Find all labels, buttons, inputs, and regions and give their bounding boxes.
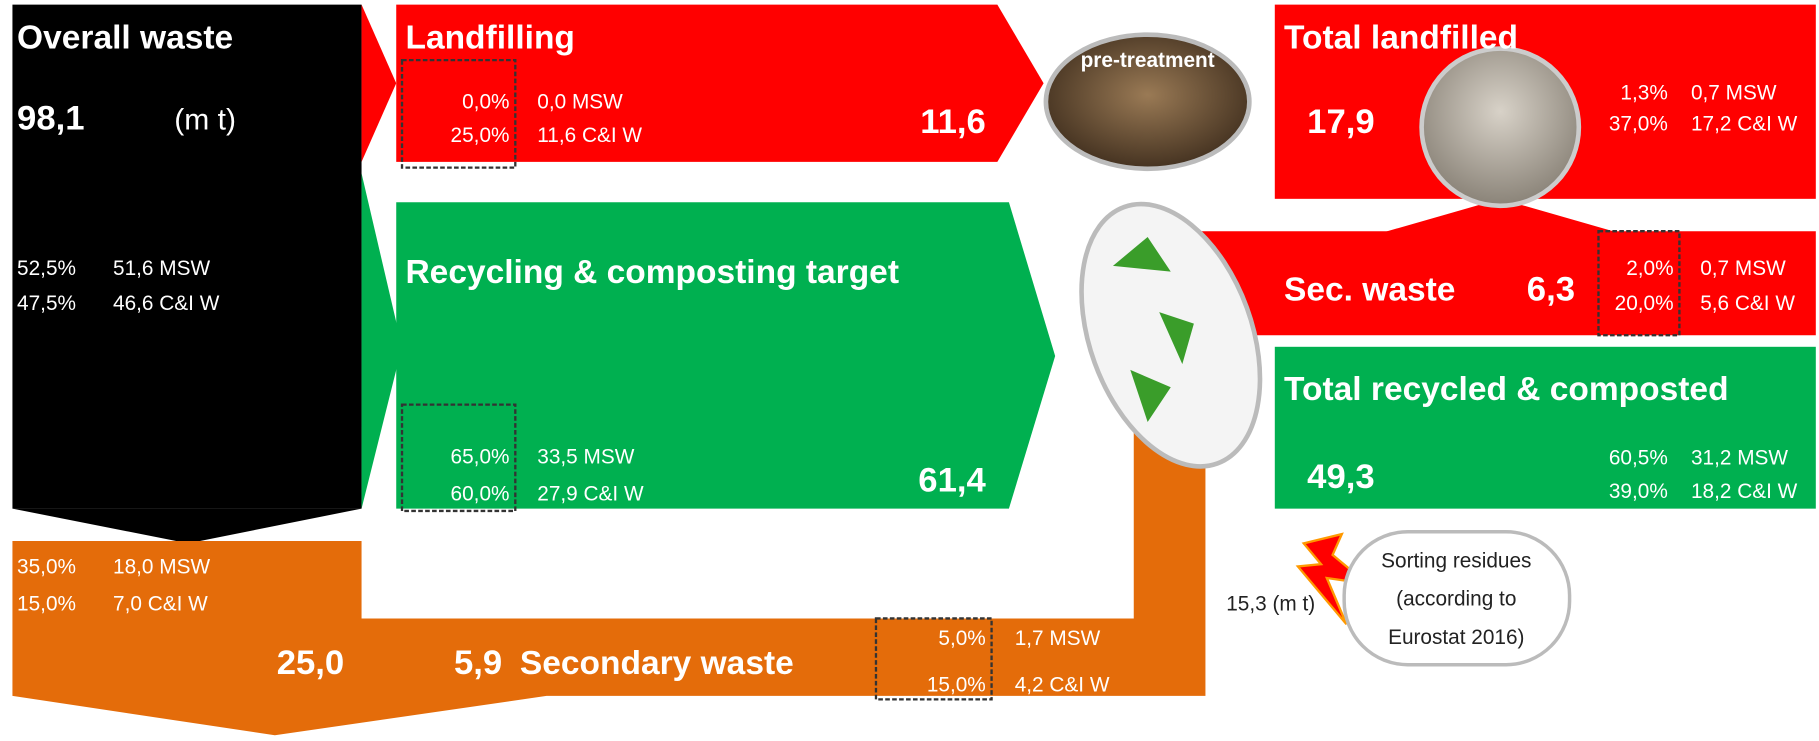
- pct: 37,0%: [1609, 113, 1668, 136]
- sorting-box: [1342, 530, 1572, 667]
- amount: 7,0 C&I W: [113, 592, 208, 615]
- pct: 35,0%: [17, 555, 76, 578]
- dashed-box: [874, 617, 993, 701]
- recycle-arrows: [1112, 236, 1194, 422]
- pct: 25,0%: [451, 124, 510, 147]
- pct: 2,0%: [1626, 257, 1673, 280]
- pretreatment-label: pre-treatment: [1081, 49, 1215, 72]
- pct: 52,5%: [17, 257, 76, 280]
- orange-flow: [12, 404, 1206, 736]
- amount: 1,7 MSW: [1015, 627, 1101, 650]
- total: 17,9: [1307, 103, 1374, 141]
- dashed-box: [1597, 230, 1681, 337]
- sec-waste-band: [1164, 231, 1816, 336]
- lightning: [1295, 532, 1372, 625]
- total: 61,4: [918, 461, 986, 499]
- amount: 0,7 MSW: [1700, 257, 1786, 280]
- arrow: [1367, 198, 1634, 237]
- amount: 46,6 C&I W: [113, 292, 220, 315]
- pct: 5,0%: [938, 627, 985, 650]
- amount: 5,6 C&I W: [1700, 292, 1795, 315]
- amount: 0,7 MSW: [1691, 81, 1777, 104]
- shapes: [12, 4, 1816, 736]
- amount: 0,0 MSW: [537, 91, 623, 114]
- recycling-arrow: [396, 202, 1056, 509]
- total: 5,9: [454, 644, 502, 682]
- amount: 18,0 MSW: [113, 555, 210, 578]
- title: Total landfilled: [1284, 20, 1518, 57]
- landfill-photo: [1419, 46, 1582, 209]
- pct: 20,0%: [1615, 292, 1674, 315]
- title: Total recycled & composted: [1284, 371, 1729, 408]
- pct: 0,0%: [462, 91, 509, 114]
- title: Overall waste: [17, 20, 233, 57]
- pct: 39,0%: [1609, 480, 1668, 503]
- pretreatment-icon: [1043, 32, 1252, 172]
- total: 49,3: [1307, 458, 1374, 496]
- pct: 15,0%: [927, 673, 986, 696]
- pct: 15,0%: [17, 592, 76, 615]
- arrow: [12, 508, 362, 544]
- total: 25,0: [277, 644, 344, 682]
- sorting-line: (according to: [1396, 588, 1516, 611]
- labels: Overall waste 98,1 (m t) 52,5% 51,6 MSW …: [17, 20, 1798, 697]
- pct: 65,0%: [451, 446, 510, 469]
- dashed-box: [400, 58, 517, 169]
- title: Secondary waste: [520, 645, 794, 682]
- sorting-line: Sorting residues: [1381, 550, 1531, 573]
- title: Sec. waste: [1284, 272, 1455, 309]
- total: 11,6: [920, 103, 986, 141]
- sorting-amount: 15,3 (m t): [1226, 592, 1315, 615]
- amount: 33,5 MSW: [537, 446, 634, 469]
- amount: 31,2 MSW: [1691, 447, 1788, 470]
- total: 6,3: [1527, 271, 1575, 309]
- amount: 51,6 MSW: [113, 257, 210, 280]
- sorting-line: Eurostat 2016): [1388, 626, 1524, 649]
- title: Landfilling: [405, 20, 574, 57]
- pct: 60,0%: [451, 483, 510, 506]
- pct: 1,3%: [1620, 81, 1667, 104]
- amount: 17,2 C&I W: [1691, 113, 1798, 136]
- total-recycled-box: [1274, 346, 1816, 509]
- dashed-box: [400, 403, 517, 513]
- pct: 47,5%: [17, 292, 76, 315]
- overall-box: [12, 4, 362, 509]
- amount: 18,2 C&I W: [1691, 480, 1798, 503]
- amount: 27,9 C&I W: [537, 483, 644, 506]
- title: Recycling & composting target: [405, 254, 899, 291]
- unit: (m t): [174, 103, 236, 136]
- arrow: [361, 173, 403, 509]
- landfilling-arrow: [396, 4, 1044, 162]
- amount: 11,6 C&I W: [537, 124, 642, 147]
- total: 98,1: [17, 99, 84, 137]
- arrow: [361, 4, 397, 162]
- amount: 4,2 C&I W: [1015, 673, 1110, 696]
- pct: 60,5%: [1609, 447, 1668, 470]
